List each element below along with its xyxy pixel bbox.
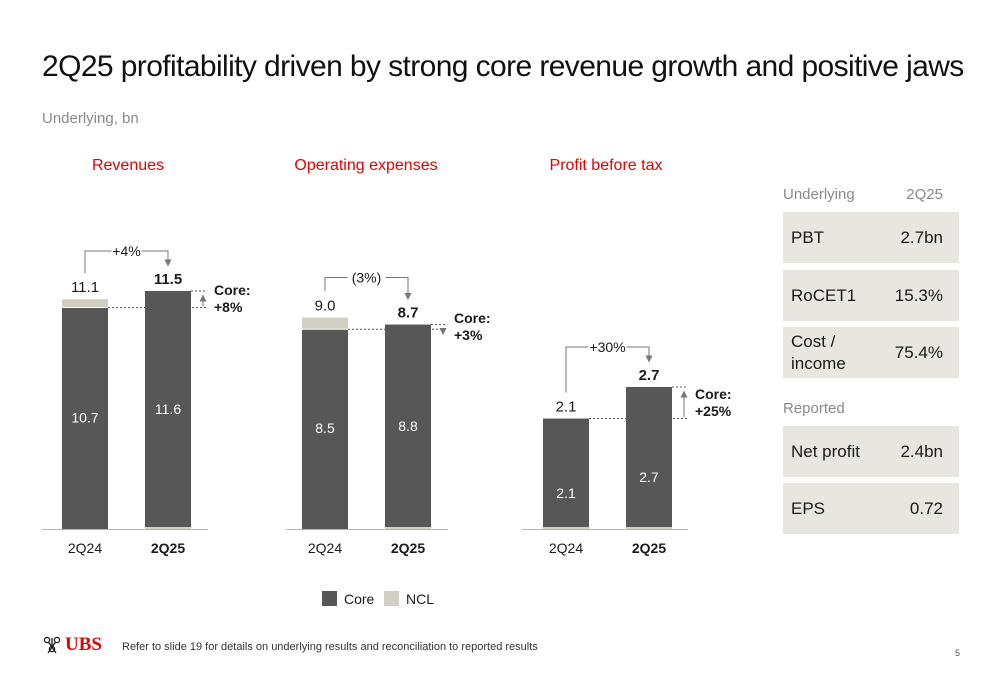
ubs-logo: UBS <box>42 634 102 656</box>
legend-label: Core <box>344 591 375 607</box>
kpi-value: 75.4% <box>894 342 943 362</box>
bar-ncl-2q25 <box>626 527 672 529</box>
bar-total-label: 11.5 <box>154 271 182 288</box>
logo-wordmark: UBS <box>65 634 102 655</box>
bar-core-label: 11.6 <box>155 401 181 417</box>
bar-core-label: 8.5 <box>315 420 335 436</box>
kpi-value: 2.4bn <box>900 441 943 461</box>
kpi-row-eps: EPS 0.72 <box>783 483 959 534</box>
bar-ncl-2q24 <box>302 317 348 330</box>
bar-core-2q25 <box>385 324 431 529</box>
table-header-label: Underlying <box>783 186 855 203</box>
kpi-value: 2.7bn <box>900 227 943 247</box>
growth-label-bg <box>588 337 627 356</box>
bar-core-label: 2.1 <box>556 485 576 501</box>
core-growth-label: +3% <box>454 327 483 343</box>
kpi-label: RoCET1 <box>791 285 857 305</box>
core-growth-label: +8% <box>214 299 243 315</box>
bar-core-2q24 <box>543 418 589 529</box>
core-growth-label: Core: <box>454 310 491 326</box>
x-tick-label: 2Q25 <box>391 540 425 556</box>
kpi-value: 0.72 <box>909 498 943 518</box>
kpi-row-rocet1: RoCET1 15.3% <box>783 270 959 321</box>
bar-total-label: 8.7 <box>398 305 419 322</box>
kpi-label: Net profit <box>791 441 860 461</box>
core-growth-label: Core: <box>695 386 732 402</box>
bar-core-2q25 <box>626 386 672 529</box>
kpi-row-net-profit: Net profit 2.4bn <box>783 426 959 477</box>
bar-total-label: 2.1 <box>556 399 577 416</box>
core-growth-label: +25% <box>695 403 732 419</box>
chart-title: Revenues <box>92 157 164 174</box>
growth-label-bg <box>347 268 386 287</box>
bar-ncl-2q24 <box>62 299 108 308</box>
bar-total-label: 9.0 <box>315 298 336 315</box>
reported-section-label: Reported <box>783 400 845 417</box>
bar-core-2q25 <box>145 290 191 529</box>
footer-note: Refer to slide 19 for details on underly… <box>122 641 538 653</box>
kpi-label: Cost / income <box>791 331 846 373</box>
table-header-period: 2Q25 <box>906 186 943 203</box>
page-number: 5 <box>954 648 960 658</box>
x-tick-label: 2Q25 <box>151 540 185 556</box>
bar-total-label: 2.7 <box>639 367 660 384</box>
x-tick-label: 2Q24 <box>308 540 342 556</box>
core-growth-label: Core: <box>214 282 251 298</box>
keys-icon <box>43 636 61 654</box>
x-tick-label: 2Q24 <box>549 540 583 556</box>
x-tick-label: 2Q25 <box>632 540 666 556</box>
bar-total-label: 11.1 <box>71 279 99 296</box>
page-title: 2Q25 profitability driven by strong core… <box>42 50 964 83</box>
kpi-value: 15.3% <box>894 285 943 305</box>
bar-core-2q24 <box>62 307 108 529</box>
bar-core-2q24 <box>302 329 348 529</box>
bar-core-label: 8.8 <box>398 418 418 434</box>
growth-label: +4% <box>112 243 140 259</box>
kpi-label: EPS <box>791 498 826 518</box>
bar-ncl-2q25 <box>385 527 431 529</box>
bar-ncl-2q24 <box>543 527 589 529</box>
legend-swatch-ncl <box>384 591 399 606</box>
legend-label: NCL <box>406 591 434 607</box>
bar-ncl-2q25 <box>145 527 191 529</box>
kpi-row-pbt: PBT 2.7bn <box>783 212 959 263</box>
chart-title: Operating expenses <box>294 157 437 174</box>
growth-label: (3%) <box>352 270 382 286</box>
kpi-label: PBT <box>791 227 825 247</box>
page-subtitle: Underlying, bn <box>42 110 139 127</box>
legend-swatch-core <box>322 591 337 606</box>
bar-core-label: 10.7 <box>71 409 98 425</box>
growth-label: +30% <box>589 339 625 355</box>
bar-core-label: 2.7 <box>639 469 659 485</box>
growth-label-bg <box>111 241 142 260</box>
kpi-row-cost-income: Cost / income 75.4% <box>783 327 959 378</box>
x-tick-label: 2Q24 <box>68 540 102 556</box>
chart-title: Profit before tax <box>550 157 663 174</box>
